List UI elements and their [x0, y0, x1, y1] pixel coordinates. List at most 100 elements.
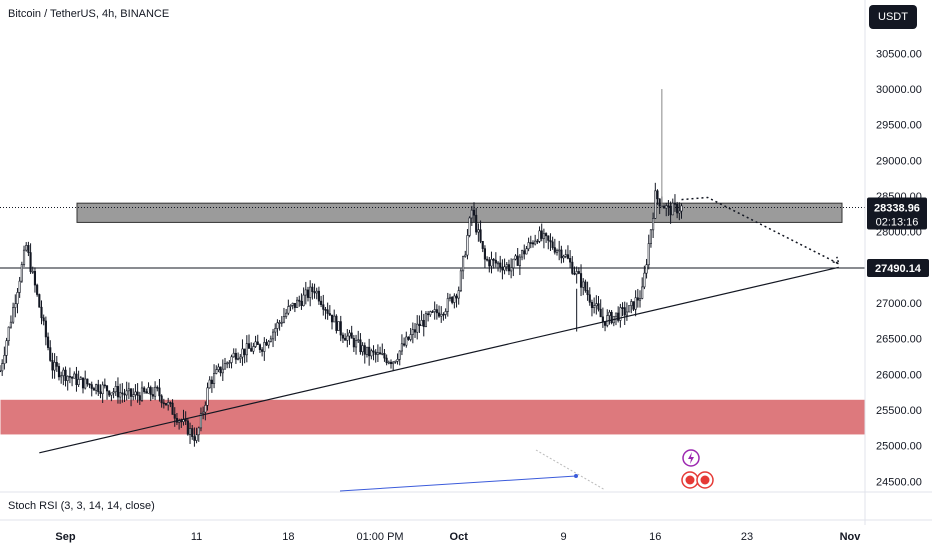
candle	[333, 315, 336, 323]
candle	[577, 271, 580, 274]
candle	[420, 319, 423, 327]
candle	[86, 378, 89, 385]
candle	[662, 206, 666, 209]
candle	[261, 349, 264, 352]
candle	[197, 427, 200, 436]
candle	[180, 420, 183, 423]
stoch-rsi-d-line	[535, 449, 606, 491]
candle	[409, 334, 412, 340]
candle	[241, 348, 244, 358]
candle	[25, 245, 28, 251]
time-tick-label: 16	[649, 531, 661, 543]
candle	[545, 233, 548, 237]
indicator-legend[interactable]: Stoch RSI (3, 3, 14, 14, close)	[8, 500, 155, 512]
candle	[387, 361, 390, 364]
resistance-zone[interactable]	[76, 202, 843, 223]
price-tick-label: 28000.00	[876, 227, 922, 239]
candle	[169, 402, 172, 404]
candle	[256, 341, 259, 345]
candle	[575, 271, 578, 275]
candle	[416, 323, 419, 333]
candle	[357, 339, 360, 342]
candle	[62, 369, 65, 376]
event-badges[interactable]	[681, 449, 714, 489]
stoch-rsi-point	[574, 474, 578, 478]
candle	[372, 350, 375, 353]
candle	[667, 205, 670, 207]
price-tick-label: 24500.00	[876, 476, 922, 488]
candle	[394, 360, 397, 363]
candle	[636, 297, 639, 301]
candle	[350, 332, 353, 339]
candle	[202, 411, 205, 414]
candle	[466, 235, 469, 256]
price-tick-label: 29500.00	[876, 120, 922, 132]
projection-path[interactable]	[681, 196, 840, 265]
candle	[560, 249, 563, 259]
candle	[536, 240, 539, 243]
candle	[60, 375, 63, 378]
candle	[228, 362, 231, 364]
candle	[518, 256, 521, 266]
candle	[623, 307, 626, 316]
time-tick-label: 9	[560, 531, 566, 543]
last-price-value: 28338.96	[874, 203, 920, 215]
candle	[359, 339, 362, 353]
candle	[634, 297, 637, 310]
candle	[123, 393, 126, 396]
candle	[38, 294, 41, 308]
time-axis[interactable]: Sep 11 18 01:00 PM Oct 9 16 23 Nov	[55, 531, 861, 543]
price-tick-label: 30500.00	[876, 48, 922, 60]
candle	[400, 343, 403, 352]
candle	[55, 362, 58, 367]
candle	[446, 298, 449, 312]
candle	[116, 386, 120, 398]
candle	[9, 321, 12, 328]
candle	[549, 240, 552, 243]
candle	[468, 217, 471, 236]
candle	[645, 264, 648, 274]
candle	[564, 254, 567, 257]
candle	[431, 311, 434, 313]
candle	[313, 291, 316, 294]
candle	[112, 391, 115, 394]
time-tick-label: Sep	[55, 531, 75, 543]
candle	[547, 235, 550, 241]
candle	[680, 205, 683, 212]
candle	[171, 402, 174, 415]
candle	[477, 229, 480, 233]
candle	[562, 255, 565, 259]
candle	[293, 302, 296, 308]
candle	[630, 301, 633, 306]
candle	[110, 392, 113, 396]
currency-button[interactable]: USDT	[869, 5, 917, 29]
support-zone[interactable]	[0, 398, 866, 436]
candle	[492, 259, 495, 261]
candle	[405, 336, 408, 346]
candle	[379, 352, 382, 355]
candle	[127, 388, 130, 392]
lightning-glyph	[688, 452, 694, 464]
candle	[678, 210, 681, 214]
candle	[422, 319, 425, 327]
candle	[328, 313, 331, 316]
candle	[208, 379, 211, 389]
candle	[643, 272, 646, 288]
price-tick-label: 26000.00	[876, 369, 922, 381]
candle	[306, 289, 310, 298]
time-tick-label: 18	[282, 531, 294, 543]
candle	[167, 402, 170, 406]
candle	[289, 305, 292, 307]
candle	[145, 391, 148, 394]
candle	[337, 321, 340, 331]
price-tick-label: 26500.00	[876, 334, 922, 346]
candle	[523, 250, 526, 255]
candle	[147, 387, 150, 394]
candle	[114, 386, 117, 393]
ascending-trendline[interactable]	[39, 266, 839, 454]
candle	[638, 298, 642, 301]
candle	[324, 309, 327, 311]
candle	[652, 218, 655, 231]
candle	[186, 420, 189, 435]
